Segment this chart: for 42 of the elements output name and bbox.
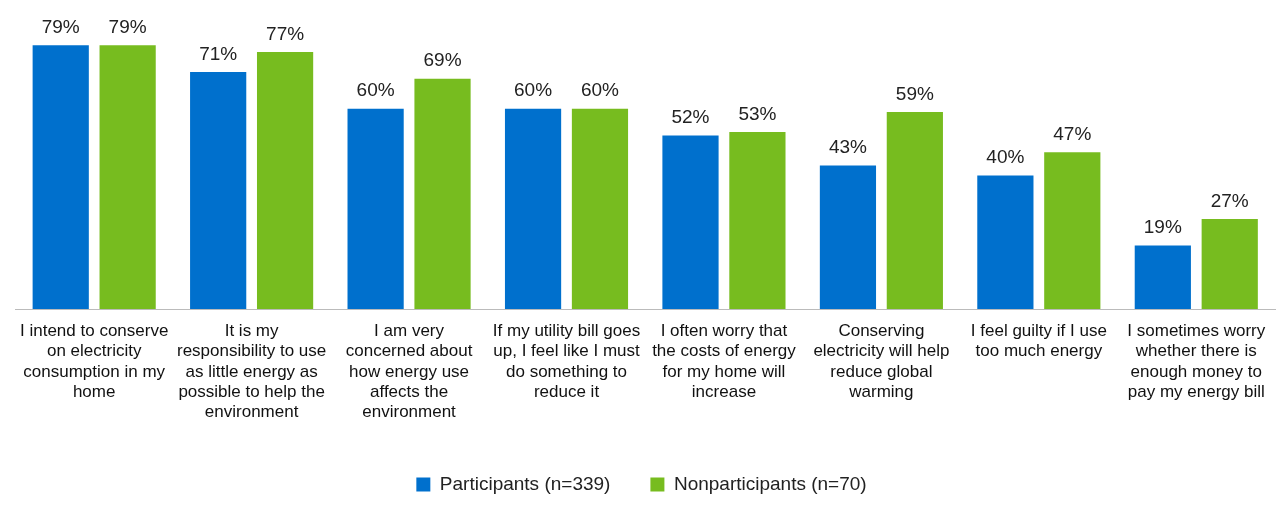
data-label: 60%: [580, 79, 620, 101]
bar: [1134, 245, 1191, 309]
x-tick-label: I feel guilty if I use too much energy: [970, 320, 1107, 361]
data-label: 79%: [41, 16, 80, 38]
x-tick-label: Conserving electricity will help reduce global warming: [813, 320, 950, 402]
x-tick-label: I am very concerned about how energy use affects the environment: [345, 320, 473, 422]
data-label: 59%: [895, 82, 934, 104]
bar: [504, 108, 562, 309]
bar: [1044, 152, 1101, 309]
bar: [99, 45, 156, 309]
data-label: 69%: [423, 49, 462, 71]
bar: [256, 52, 314, 309]
legend-label: Nonparticipants (n=70): [673, 472, 867, 494]
bar: [729, 132, 786, 309]
x-tick-label: I often worry that the costs of energy for my home will increase: [652, 320, 797, 402]
bar: [571, 108, 629, 309]
data-label: 19%: [1143, 216, 1182, 238]
data-label: 27%: [1210, 189, 1249, 211]
data-label: 52%: [671, 106, 710, 128]
bar: [662, 135, 719, 309]
x-tick-label: It is my responsibility to use as little energy as possible to help the environment: [176, 320, 327, 422]
x-tick-label: I intend to conserve on electricity consumption in my home: [20, 320, 169, 402]
data-label: 71%: [199, 42, 238, 64]
bar: [414, 78, 471, 309]
legend-label: Participants (n=339): [439, 472, 611, 494]
x-tick-label: If my utility bill goes up, I feel like I must do something to reduce it: [492, 320, 641, 402]
bar: [347, 108, 404, 309]
bar: [32, 45, 89, 309]
data-label: 79%: [108, 16, 147, 38]
data-label: 60%: [514, 79, 553, 101]
data-label: 60%: [356, 79, 395, 101]
data-label: 53%: [738, 102, 777, 124]
bar: [886, 112, 943, 309]
data-label: 47%: [1053, 122, 1092, 144]
bar: [190, 72, 247, 309]
bar: [819, 165, 877, 309]
data-label: 40%: [986, 146, 1025, 168]
data-label: 77%: [266, 22, 305, 44]
data-label: 43%: [828, 136, 868, 158]
bar: [977, 175, 1034, 309]
bar: [1201, 218, 1258, 309]
x-tick-label: I sometimes worry whether there is enough money to pay my energy bill: [1127, 320, 1266, 402]
